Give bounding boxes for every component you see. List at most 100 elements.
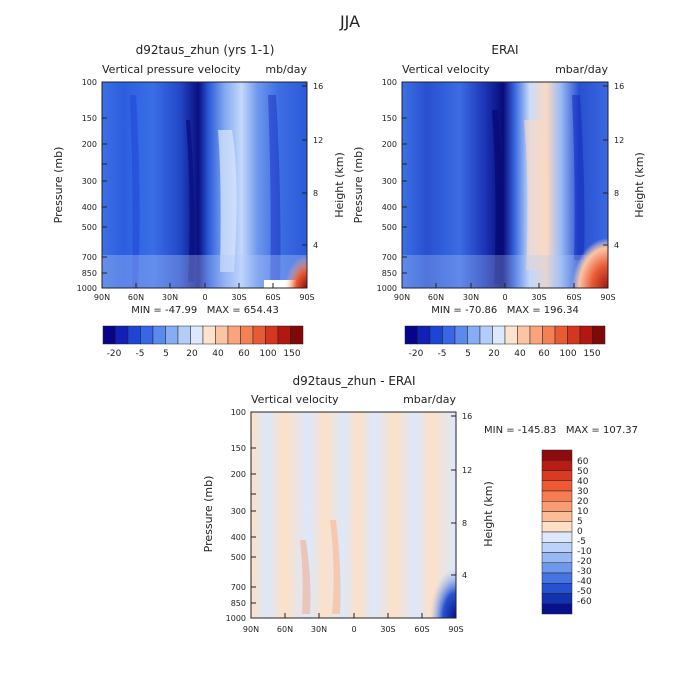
height-tick-label: 16 [313, 82, 323, 91]
x-tick-label: 30N [162, 293, 178, 302]
x-tick-label: 0 [351, 625, 356, 634]
contour-field [251, 412, 456, 618]
height-tick-label: 4 [313, 241, 318, 250]
height-tick-label: 16 [614, 82, 624, 91]
contour-band [218, 130, 237, 272]
colorbar-label: 100 [259, 349, 276, 359]
contour-band [300, 540, 311, 614]
colorbar-swatch [541, 562, 573, 574]
colorbar-label: 60 [577, 457, 589, 467]
colorbar-label: 20 [186, 349, 198, 359]
colorbar-swatch [265, 325, 279, 345]
height-tick-label: 4 [614, 241, 619, 250]
stats-label: MIN = -145.83 MAX = 107.37 [484, 425, 638, 436]
colorbar-swatch [541, 480, 573, 492]
height-tick-label: 12 [614, 136, 624, 145]
colorbar-swatch [492, 325, 506, 345]
y-tick-label: 700 [231, 583, 246, 592]
colorbar-label: 5 [465, 349, 471, 359]
colorbar-swatch [429, 325, 443, 345]
colorbar-swatch [541, 449, 573, 461]
variable-label: Vertical pressure velocity [102, 63, 241, 76]
colorbar-label: -40 [577, 577, 592, 587]
height-tick-label: 16 [462, 412, 472, 421]
colorbar-swatch [541, 603, 573, 615]
colorbar-swatch [517, 325, 531, 345]
x-tick-label: 30S [531, 293, 546, 302]
colorbar-swatch [541, 572, 573, 584]
y-tick-label: 400 [382, 203, 397, 212]
y-tick-label: 150 [82, 114, 97, 123]
y-tick-label: 300 [382, 177, 397, 186]
colorbar-swatch [140, 325, 154, 345]
panel-title: d92taus_zhun (yrs 1-1) [136, 43, 275, 57]
y-tick-marks [102, 81, 307, 288]
colorbar-swatch [541, 470, 573, 481]
colorbar-swatch [252, 325, 266, 345]
x-tick-label: 90N [243, 625, 259, 634]
y-tick-label: 700 [82, 253, 97, 262]
y-tick-label: 500 [382, 223, 397, 232]
contour-band [492, 110, 503, 284]
colorbar-label: -10 [577, 547, 592, 557]
colorbar-swatch [127, 325, 141, 345]
colorbar-swatch [202, 325, 216, 345]
x-tick-label: 0 [202, 293, 207, 302]
figure-title: JJA [339, 12, 360, 31]
y-tick-label: 1000 [377, 284, 397, 293]
x-tick-label: 90N [394, 293, 410, 302]
colorbar-label: 40 [212, 349, 224, 359]
units-label: mb/day [265, 63, 307, 76]
panel-difference: d92taus_zhun - ERAI Vertical velocity mb… [202, 374, 638, 634]
colorbar-label: 150 [283, 349, 300, 359]
y-tick-label: 500 [231, 553, 246, 562]
colorbar-swatch [277, 325, 291, 345]
colorbar-swatch [567, 325, 581, 345]
contour-band [186, 120, 195, 282]
y-tick-label: 700 [382, 253, 397, 262]
colorbar-swatch [442, 325, 456, 345]
colorbar-label: 0 [577, 527, 583, 537]
y-axis-label: Pressure (mb) [52, 147, 65, 224]
colorbar-label: 60 [238, 349, 250, 359]
x-tick-label: 30N [463, 293, 479, 302]
panel-title: d92taus_zhun - ERAI [292, 374, 415, 388]
right-axis-label: Height (km) [333, 152, 346, 218]
x-tick-label: 90S [600, 293, 615, 302]
colorbar-label: 40 [577, 477, 589, 487]
y-tick-label: 500 [82, 223, 97, 232]
colorbar-swatch [417, 325, 431, 345]
height-tick-label: 8 [614, 189, 619, 198]
colorbar-swatch [240, 325, 254, 345]
colorbar-label: 40 [514, 349, 526, 359]
x-tick-label: 60N [428, 293, 444, 302]
x-tick-label: 30S [231, 293, 246, 302]
height-tick-label: 12 [462, 466, 472, 475]
colorbar-swatch [177, 325, 191, 345]
contour-band [572, 95, 585, 260]
colorbar-swatch [541, 460, 573, 471]
units-label: mbar/day [555, 63, 608, 76]
colorbar-swatch [165, 325, 179, 345]
y-tick-label: 200 [382, 140, 397, 149]
x-tick-label: 60S [265, 293, 280, 302]
colorbar-label: 10 [577, 507, 589, 517]
colorbar-label: -5 [136, 349, 145, 359]
missing-data [264, 280, 296, 288]
colorbar-swatch [541, 583, 573, 594]
colorbar-swatch [541, 490, 573, 502]
contour-band [130, 95, 140, 288]
x-tick-label: 60S [566, 293, 581, 302]
y-tick-label: 850 [231, 599, 246, 608]
colorbar-label: 100 [559, 349, 576, 359]
y-tick-marks [251, 411, 456, 618]
colorbar-swatch [579, 325, 593, 345]
colorbar-label: -5 [577, 537, 586, 547]
contour-band [572, 238, 608, 288]
colorbar-label: 30 [577, 487, 589, 497]
colorbar-swatch [190, 325, 204, 345]
y-tick-label: 300 [82, 177, 97, 186]
units-label: mbar/day [403, 393, 456, 406]
colorbar-label: 20 [577, 497, 589, 507]
